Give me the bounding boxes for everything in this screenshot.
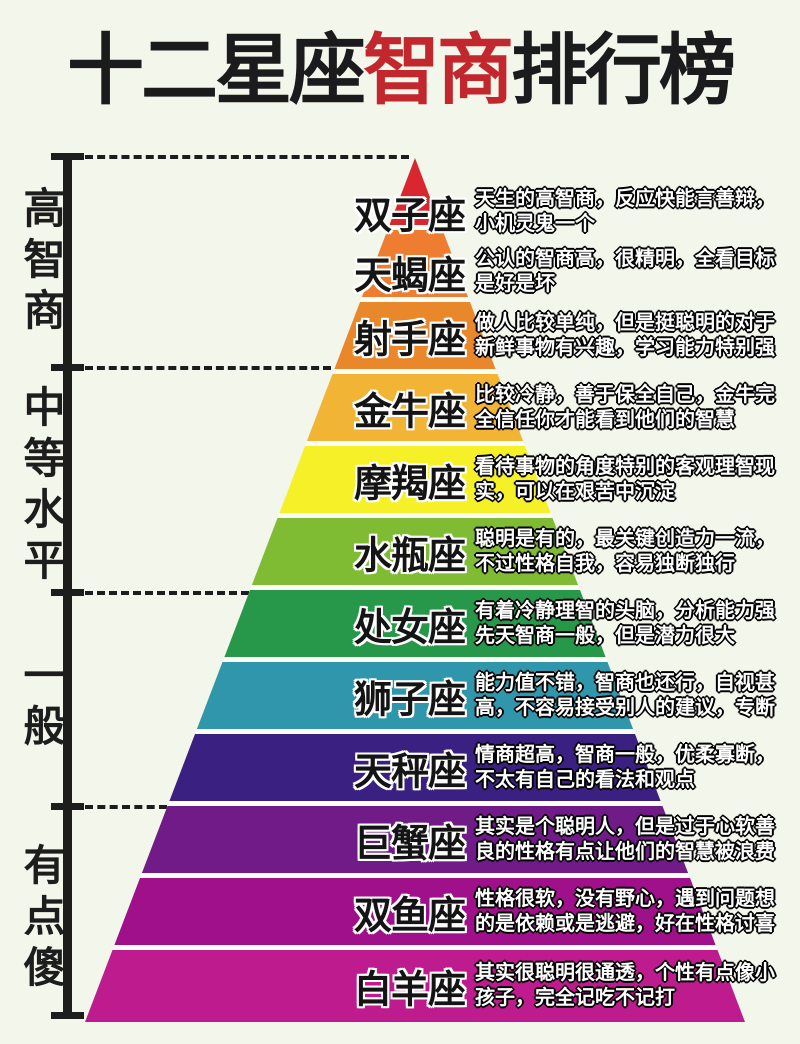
description-line: 是好是坏: [475, 272, 555, 295]
description-line: 的是依赖或是逃避，好在性格讨喜: [475, 912, 775, 935]
axis-tick: [51, 153, 84, 160]
description-line: 聪明是有的，最关键创造力一流，: [475, 527, 775, 550]
description-line: 比较冷静，善于保全自己，金牛完: [475, 383, 775, 406]
zodiac-name: 双子座: [353, 195, 466, 237]
pyramid-band-cancer: [85, 806, 745, 873]
description-line: 小机灵鬼一个: [475, 212, 595, 235]
dashed-guide-line: [85, 805, 167, 809]
axis-section-label-medium: 中等水平: [18, 385, 65, 589]
dashed-guide-line: [85, 591, 249, 595]
description-line: 全信任你才能看到他们的智慧: [475, 408, 735, 431]
description-line: 天生的高智商，反应快能言善辩，: [475, 187, 775, 210]
zodiac-description: 其实很聪明很通透，个性有点像小 孩子，完全记吃不记打: [475, 961, 800, 1011]
axis-tick: [51, 589, 84, 596]
zodiac-row-aquarius: 水瓶座 聪明是有的，最关键创造力一流， 不过性格自我，容易独断独行: [0, 518, 800, 585]
description-line: 孩子，完全记吃不记打: [475, 987, 675, 1009]
description-line: 性格很软，没有野心，遇到问题想: [475, 887, 775, 910]
title-highlight: 智商: [363, 28, 514, 114]
zodiac-name: 处女座: [353, 607, 466, 649]
description-line: 公认的智商高，很精明，全看目标: [475, 247, 775, 270]
zodiac-name: 摩羯座: [353, 463, 466, 505]
description-line: 先天智商一般，但是潜力很大: [475, 624, 735, 647]
zodiac-description: 有着冷静理智的头脑，分析能力强 先天智商一般，但是潜力很大: [475, 599, 800, 649]
axis-section-label-average: 一般: [18, 653, 65, 755]
page-title: 十二星座智商排行榜: [0, 16, 800, 126]
description-line: 做人比较单纯，但是挺聪明的对于: [475, 311, 775, 334]
description-line: 良的性格有点让他们的智慧被浪费: [475, 840, 775, 863]
title-part1: 十二星座: [67, 28, 366, 114]
dashed-guide-line: [85, 366, 331, 370]
pyramid-band-aries: [85, 950, 745, 1022]
description-line: 高，不容易接受别人的建议，专断: [475, 696, 775, 719]
zodiac-row-capricorn: 摩羯座 看待事物的角度特别的客观理智现 实，可以在艰苦中沉淀: [0, 446, 800, 513]
description-line: 不过性格自我，容易独断独行: [475, 552, 735, 575]
zodiac-name: 白羊座: [353, 969, 466, 1012]
description-line: 实，可以在艰苦中沉淀: [475, 480, 675, 503]
pyramid-band-pisces: [85, 878, 745, 945]
iq-axis-line: [63, 156, 72, 1018]
description-line: 其实很聪明很通透，个性有点像小: [475, 962, 775, 984]
axis-tick: [51, 803, 84, 810]
description-line: 有着冷静理智的头脑，分析能力强: [475, 599, 775, 622]
zodiac-name: 射手座: [353, 319, 466, 361]
zodiac-description: 看待事物的角度特别的客观理智现 实，可以在艰苦中沉淀: [475, 455, 800, 505]
description-line: 能力值不错，智商也还行，自视甚: [475, 671, 775, 694]
title-part2: 排行榜: [511, 28, 736, 114]
description-line: 其实是个聪明人，但是过于心软善: [475, 815, 775, 838]
zodiac-row-cancer: 巨蟹座 其实是个聪明人，但是过于心软善 良的性格有点让他们的智慧被浪费: [0, 806, 800, 873]
zodiac-description: 其实是个聪明人，但是过于心软善 良的性格有点让他们的智慧被浪费: [475, 815, 800, 865]
zodiac-name: 水瓶座: [353, 535, 466, 577]
axis-tick: [51, 1012, 84, 1019]
description-line: 新鲜事物有兴趣，学习能力特别强: [475, 336, 775, 359]
zodiac-description: 比较冷静，善于保全自己，金牛完 全信任你才能看到他们的智慧: [475, 383, 800, 433]
zodiac-row-aries: 白羊座 其实很聪明很通透，个性有点像小 孩子，完全记吃不记打: [0, 950, 800, 1022]
zodiac-name: 金牛座: [353, 391, 466, 433]
axis-tick: [51, 364, 84, 371]
zodiac-description: 公认的智商高，很精明，全看目标 是好是坏: [475, 247, 800, 297]
zodiac-description: 性格很软，没有野心，遇到问题想 的是依赖或是逃避，好在性格讨喜: [475, 887, 800, 937]
zodiac-row-leo: 狮子座 能力值不错，智商也还行，自视甚 高，不容易接受别人的建议，专断: [0, 662, 800, 729]
zodiac-row-virgo: 处女座 有着冷静理智的头脑，分析能力强 先天智商一般，但是潜力很大: [0, 590, 800, 657]
axis-section-label-a-bit-silly: 有点傻: [18, 843, 65, 996]
zodiac-name: 天蝎座: [353, 255, 466, 297]
zodiac-name: 双鱼座: [353, 895, 466, 937]
dashed-guide-line: [85, 155, 409, 159]
zodiac-description: 天生的高智商，反应快能言善辩， 小机灵鬼一个: [475, 187, 800, 237]
description-line: 不太有自己的看法和观点: [475, 768, 695, 791]
zodiac-description: 做人比较单纯，但是挺聪明的对于 新鲜事物有兴趣，学习能力特别强: [475, 311, 800, 361]
description-line: 情商超高，智商一般，优柔寡断，: [475, 743, 775, 766]
zodiac-row-pisces: 双鱼座 性格很软，没有野心，遇到问题想 的是依赖或是逃避，好在性格讨喜: [0, 878, 800, 945]
zodiac-row-libra: 天秤座 情商超高，智商一般，优柔寡断， 不太有自己的看法和观点: [0, 734, 800, 801]
axis-section-label-high-iq: 高智商: [18, 186, 65, 339]
zodiac-row-scorpio: 天蝎座 公认的智商高，很精明，全看目标 是好是坏: [0, 230, 800, 298]
zodiac-description: 能力值不错，智商也还行，自视甚 高，不容易接受别人的建议，专断: [475, 671, 800, 721]
zodiac-description: 情商超高，智商一般，优柔寡断， 不太有自己的看法和观点: [475, 743, 800, 793]
zodiac-description: 聪明是有的，最关键创造力一流， 不过性格自我，容易独断独行: [475, 527, 800, 577]
description-line: 看待事物的角度特别的客观理智现: [475, 455, 775, 478]
zodiac-name: 巨蟹座: [353, 823, 466, 865]
pyramid-band-libra: [85, 734, 745, 801]
zodiac-row-gemini: 双子座 天生的高智商，反应快能言善辩， 小机灵鬼一个: [0, 158, 800, 238]
zodiac-row-sagittarius: 射手座 做人比较单纯，但是挺聪明的对于 新鲜事物有兴趣，学习能力特别强: [0, 302, 800, 369]
zodiac-name: 狮子座: [353, 679, 466, 721]
zodiac-row-taurus: 金牛座 比较冷静，善于保全自己，金牛完 全信任你才能看到他们的智慧: [0, 374, 800, 441]
zodiac-name: 天秤座: [353, 751, 466, 793]
